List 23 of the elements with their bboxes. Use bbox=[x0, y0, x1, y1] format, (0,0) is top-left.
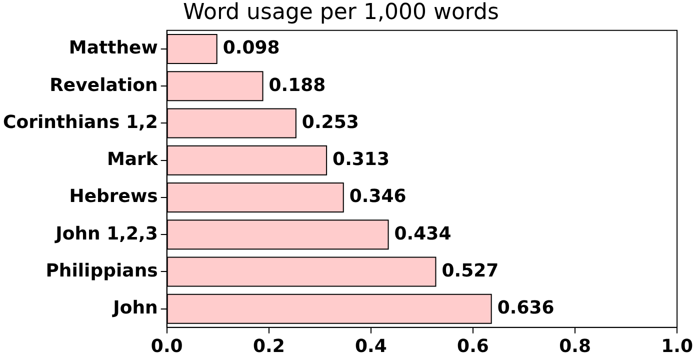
data-label: 0.346 bbox=[349, 186, 406, 208]
x-tick-label: 0.6 bbox=[457, 336, 489, 357]
x-tick-label: 1.0 bbox=[661, 336, 693, 357]
data-label: 0.253 bbox=[302, 112, 359, 133]
y-tick-label: Hebrews bbox=[69, 186, 158, 208]
chart-title: Word usage per 1,000 words bbox=[183, 0, 499, 25]
data-label: 0.636 bbox=[497, 298, 554, 319]
y-tick-label: Matthew bbox=[68, 38, 158, 59]
x-tick-label: 0.8 bbox=[559, 336, 591, 357]
y-tick-label: Philippians bbox=[46, 260, 158, 282]
y-tick-label: John 1,2,3 bbox=[54, 223, 158, 244]
data-label: 0.313 bbox=[332, 149, 390, 170]
x-tick-label: 0.0 bbox=[150, 336, 183, 357]
x-tick-label: 0.2 bbox=[252, 336, 285, 357]
data-label: 0.434 bbox=[394, 223, 452, 244]
data-label: 0.527 bbox=[442, 260, 499, 282]
y-tick-label: John bbox=[111, 298, 158, 319]
x-tick-label: 0.4 bbox=[354, 336, 387, 357]
y-tick-label: Corinthians 1,2 bbox=[2, 112, 158, 133]
y-tick-label: Revelation bbox=[50, 74, 158, 96]
data-label: 0.188 bbox=[268, 74, 326, 96]
y-tick-label: Mark bbox=[106, 149, 159, 170]
data-label: 0.098 bbox=[222, 38, 280, 59]
